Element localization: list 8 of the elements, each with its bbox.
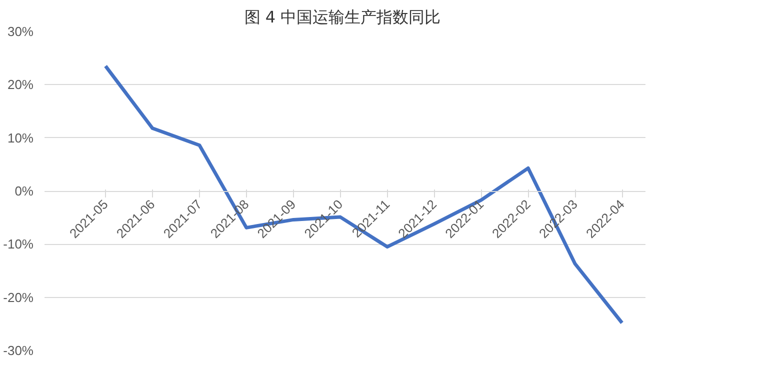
chart-title: 图 4 中国运输生产指数同比	[244, 8, 441, 26]
y-tick-label: 30%	[7, 24, 34, 39]
y-tick-label: -30%	[3, 343, 34, 358]
y-tick-label: 20%	[7, 77, 34, 92]
y-tick-label: -20%	[3, 290, 34, 305]
y-tick-label: -10%	[3, 236, 34, 252]
y-tick-label: 10%	[7, 130, 34, 146]
y-tick-label: 0%	[14, 184, 34, 198]
